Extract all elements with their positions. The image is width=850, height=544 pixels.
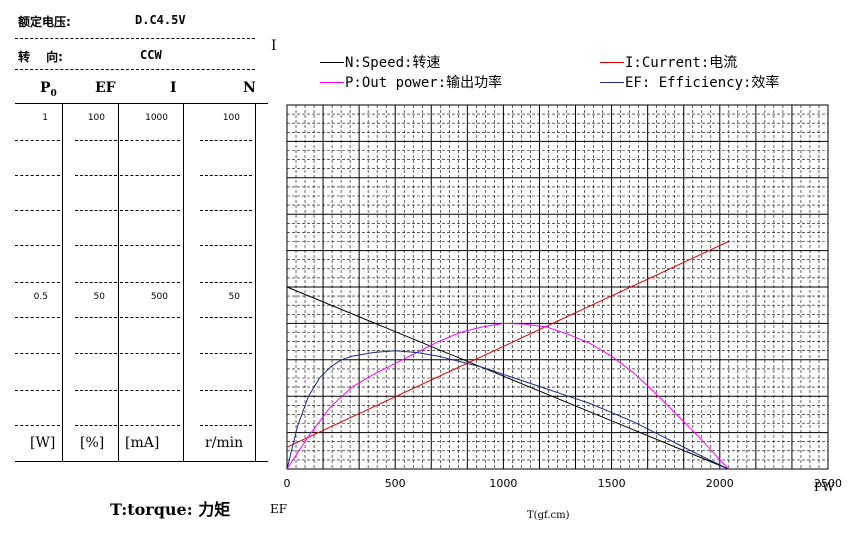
scale-tick-line xyxy=(200,282,252,283)
scale-tick-line xyxy=(15,317,60,318)
scale-tick-line xyxy=(75,390,117,391)
table-header-rule xyxy=(15,103,268,104)
scale-tick-line xyxy=(120,175,180,176)
scale-tick-line xyxy=(200,425,252,426)
x-tick-label: 1500 xyxy=(598,477,626,490)
scale-tick-line xyxy=(75,175,117,176)
scale-tick-line xyxy=(75,353,117,354)
column-header: I xyxy=(170,80,177,96)
scale-unit: r/min xyxy=(205,435,244,451)
scale-tick-line xyxy=(120,140,180,141)
scale-tick-line xyxy=(120,210,180,211)
column-header-text: EF xyxy=(95,80,116,96)
scale-tick-line xyxy=(120,282,180,283)
scale-tick-line xyxy=(15,353,60,354)
legend-current: I:Current:电流 xyxy=(625,55,738,71)
scale-tick-line xyxy=(15,175,60,176)
legend-speed: N:Speed:转速 xyxy=(345,55,441,71)
x-tick-label: 2000 xyxy=(706,477,734,490)
table-bottom-rule xyxy=(15,461,268,462)
scale-tick-line xyxy=(120,317,180,318)
current-axis-label: I xyxy=(271,38,277,54)
column-header-text: N xyxy=(243,80,256,96)
scale-tick-line xyxy=(15,245,60,246)
scale-tick-line xyxy=(75,210,117,211)
scale-tick-line xyxy=(200,245,252,246)
scale-tick-line xyxy=(200,317,252,318)
scale-tick-line xyxy=(15,140,60,141)
ef-axis-label: EF xyxy=(270,502,288,516)
legend-swatch-efficiency xyxy=(600,82,624,83)
table-column-divider xyxy=(255,103,256,461)
column-header-text: I xyxy=(170,80,177,96)
scale-mid-value: 50 xyxy=(228,292,240,302)
scale-tick-line xyxy=(75,140,117,141)
direction-value: CCW xyxy=(140,48,162,62)
x-tick-label: 1000 xyxy=(489,477,517,490)
scale-tick-line xyxy=(120,425,180,426)
scale-tick-line xyxy=(75,245,117,246)
scale-tick-line xyxy=(120,390,180,391)
scale-top-value: 100 xyxy=(222,113,240,123)
legend-power: P:Out power:输出功率 xyxy=(345,75,503,91)
series-line-n xyxy=(286,286,729,470)
scale-tick-line xyxy=(120,353,180,354)
column-header: P0 xyxy=(40,80,57,99)
scale-top-value: 100 xyxy=(87,113,105,123)
column-header: EF xyxy=(95,80,116,96)
torque-label: T:torque: 力矩 xyxy=(110,500,231,519)
table-column-divider xyxy=(62,103,63,461)
scale-tick-line xyxy=(200,390,252,391)
scale-tick-line xyxy=(15,210,60,211)
legend-swatch-speed xyxy=(320,62,344,63)
scale-tick-line xyxy=(15,425,60,426)
scale-tick-line xyxy=(15,390,60,391)
series-line-p xyxy=(286,322,729,470)
header-divider xyxy=(15,38,255,39)
header-divider xyxy=(15,69,255,70)
scale-tick-line xyxy=(200,353,252,354)
column-header-subscript: 0 xyxy=(50,88,57,99)
direction-label: 转 向: xyxy=(18,50,63,64)
x-tick-label: 0 xyxy=(284,477,291,490)
x-axis-title: T(gf.cm) xyxy=(527,510,570,521)
scale-tick-line xyxy=(120,245,180,246)
power-axis-label: PW xyxy=(814,480,835,494)
scale-unit: [%] xyxy=(80,435,105,451)
scale-tick-line xyxy=(75,282,117,283)
x-tick-label: 2500 xyxy=(814,477,842,490)
scale-tick-line xyxy=(15,282,60,283)
scale-tick-line xyxy=(200,175,252,176)
scale-top-value: 1000 xyxy=(145,113,168,123)
rated-voltage-value: D.C4.5V xyxy=(135,13,186,27)
legend-efficiency: EF: Efficiency:效率 xyxy=(625,75,780,91)
column-header-text: P xyxy=(40,80,51,96)
scale-top-value: 1 xyxy=(42,113,48,123)
scale-mid-value: 0.5 xyxy=(33,292,48,302)
series-line-i xyxy=(286,241,729,448)
x-tick-label: 500 xyxy=(385,477,406,490)
scale-tick-line xyxy=(200,210,252,211)
scale-mid-value: 50 xyxy=(93,292,105,302)
series-line-ef xyxy=(286,350,729,470)
table-column-divider xyxy=(183,103,184,461)
scale-tick-line xyxy=(200,140,252,141)
scale-tick-line xyxy=(75,317,117,318)
scale-unit: [W] xyxy=(30,435,56,451)
column-header: N xyxy=(243,80,256,96)
legend-swatch-power xyxy=(320,82,344,83)
scale-tick-line xyxy=(75,425,117,426)
table-column-divider xyxy=(118,103,119,461)
legend-swatch-current xyxy=(600,62,624,63)
scale-mid-value: 500 xyxy=(150,292,168,302)
rated-voltage-label: 额定电压: xyxy=(18,15,71,29)
scale-unit: [mA] xyxy=(125,435,160,451)
